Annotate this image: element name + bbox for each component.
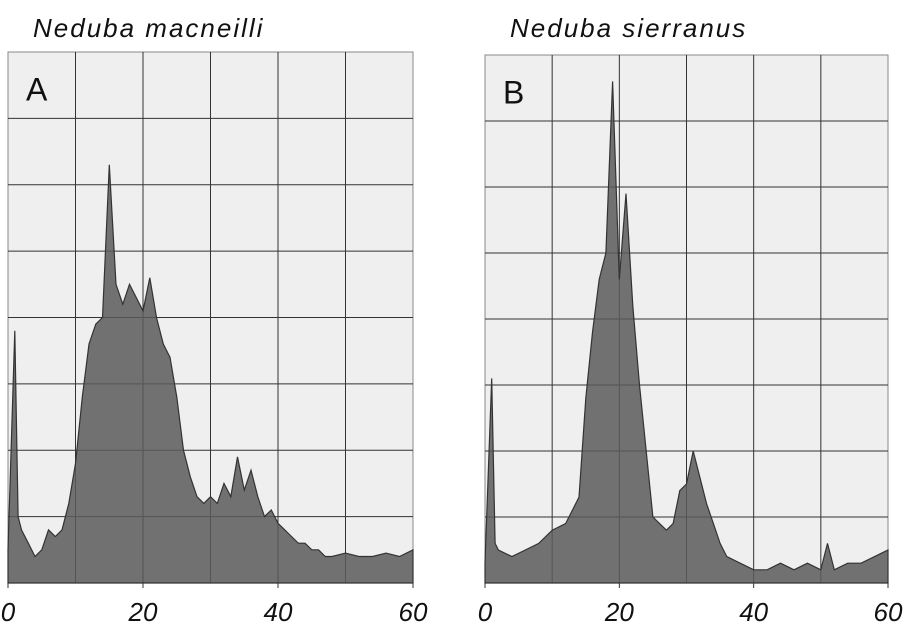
chart-title: Neduba sierranus [510,13,747,43]
x-tick-label: 60 [399,597,428,627]
x-tick-label: 0 [478,597,493,627]
x-tick-label: 40 [739,597,768,627]
panel-label: B [503,74,524,110]
x-tick-label: 20 [604,597,634,627]
panel-label: A [26,71,48,107]
x-tick-label: 20 [128,597,158,627]
spectrum-area [484,81,889,584]
x-tick-label: 0 [1,597,16,627]
chart-title: Neduba macneilli [33,13,264,43]
x-tick-label: 60 [874,597,903,627]
x-tick-label: 40 [264,597,293,627]
spectrum-area [7,164,414,584]
